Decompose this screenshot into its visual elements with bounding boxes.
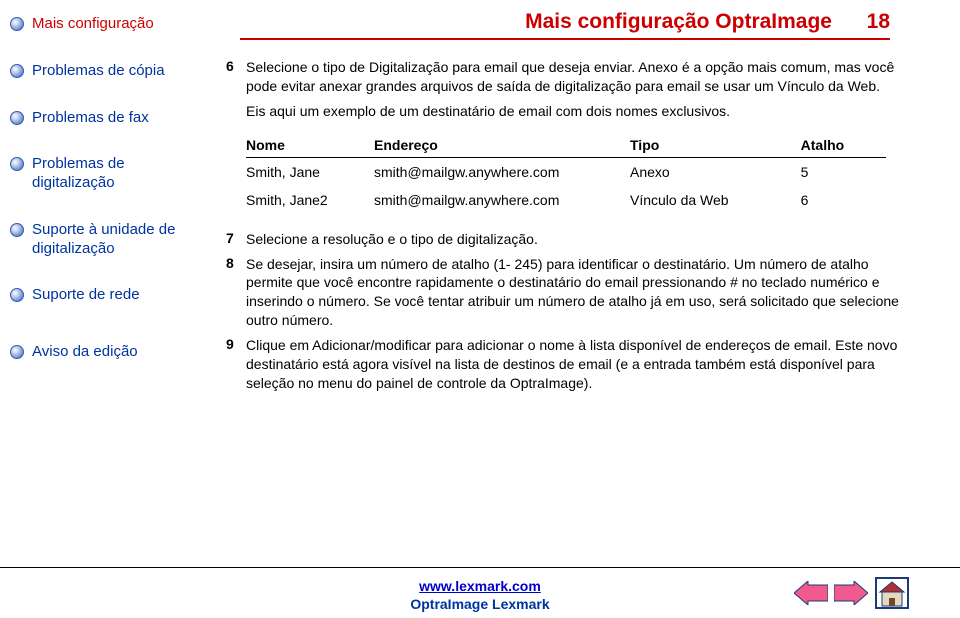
step-text: Selecione o tipo de Digitalização para e… [246, 58, 900, 96]
page-header: Mais configuração OptraImage 18 [240, 10, 890, 40]
sidebar-item-label: Mais configuração [32, 15, 154, 34]
bullet-icon [10, 17, 24, 31]
cell-nome: Smith, Jane [246, 157, 374, 186]
home-icon [874, 576, 910, 610]
cell-atalho: 6 [801, 186, 886, 214]
bullet-icon [10, 223, 24, 237]
sidebar-item-label: Aviso da edição [32, 343, 138, 362]
footer-brand: OptraImage Lexmark [410, 596, 549, 612]
sidebar-item-label: Suporte à unidade de digitalização [32, 221, 190, 259]
step-text: Selecione a resolução e o tipo de digita… [246, 230, 538, 249]
page-title: Mais configuração OptraImage [525, 10, 832, 34]
sidebar-item-label: Suporte de rede [32, 286, 140, 305]
step-7: 7 Selecione a resolução e o tipo de digi… [226, 230, 900, 249]
arrow-right-icon [834, 581, 868, 605]
col-nome: Nome [246, 133, 374, 158]
sidebar-item-problemas-digitalizacao[interactable]: Problemas de digitalização [10, 155, 190, 193]
sidebar-item-suporte-rede[interactable]: Suporte de rede [10, 286, 190, 305]
cell-nome: Smith, Jane2 [246, 186, 374, 214]
bullet-icon [10, 288, 24, 302]
sidebar-item-label: Problemas de cópia [32, 62, 165, 81]
table-row: Smith, Jane2 smith@mailgw.anywhere.com V… [246, 186, 886, 214]
table-row: Smith, Jane smith@mailgw.anywhere.com An… [246, 157, 886, 186]
sidebar: Mais configuração Problemas de cópia Pro… [10, 15, 190, 390]
step-number: 6 [226, 58, 246, 96]
cell-tipo: Anexo [630, 157, 801, 186]
sidebar-item-problemas-copia[interactable]: Problemas de cópia [10, 62, 190, 81]
col-tipo: Tipo [630, 133, 801, 158]
step-6-subtext: Eis aqui um exemplo de um destinatário d… [246, 102, 900, 121]
bullet-icon [10, 64, 24, 78]
sidebar-item-label: Problemas de fax [32, 109, 149, 128]
footer-center: www.lexmark.com OptraImage Lexmark [410, 578, 549, 612]
sidebar-item-label: Problemas de digitalização [32, 155, 190, 193]
cell-endereco: smith@mailgw.anywhere.com [374, 157, 630, 186]
page-number: 18 [850, 10, 890, 34]
step-text: Clique em Adicionar/modificar para adici… [246, 336, 900, 393]
main-content: Mais configuração OptraImage 18 6 Seleci… [220, 10, 940, 399]
step-text: Se desejar, insira um número de atalho (… [246, 255, 900, 331]
step-8: 8 Se desejar, insira um número de atalho… [226, 255, 900, 331]
prev-page-button[interactable] [794, 581, 828, 605]
step-number: 9 [226, 336, 246, 393]
step-6: 6 Selecione o tipo de Digitalização para… [226, 58, 900, 96]
footer-nav-icons [794, 576, 910, 610]
sidebar-item-problemas-fax[interactable]: Problemas de fax [10, 109, 190, 128]
cell-endereco: smith@mailgw.anywhere.com [374, 186, 630, 214]
sidebar-item-mais-configuracao[interactable]: Mais configuração [10, 15, 190, 34]
example-table: Nome Endereço Tipo Atalho Smith, Jane sm… [246, 133, 886, 214]
col-atalho: Atalho [801, 133, 886, 158]
bullet-icon [10, 157, 24, 171]
step-number: 8 [226, 255, 246, 331]
sidebar-item-aviso-edicao[interactable]: Aviso da edição [10, 343, 190, 362]
col-endereco: Endereço [374, 133, 630, 158]
cell-tipo: Vínculo da Web [630, 186, 801, 214]
sidebar-item-suporte-unidade[interactable]: Suporte à unidade de digitalização [10, 221, 190, 259]
arrow-left-icon [794, 581, 828, 605]
home-button[interactable] [874, 576, 910, 610]
content-body: 6 Selecione o tipo de Digitalização para… [220, 58, 900, 393]
step-9: 9 Clique em Adicionar/modificar para adi… [226, 336, 900, 393]
footer: www.lexmark.com OptraImage Lexmark [0, 567, 960, 618]
step-number: 7 [226, 230, 246, 249]
bullet-icon [10, 345, 24, 359]
footer-url-link[interactable]: www.lexmark.com [410, 578, 549, 594]
cell-atalho: 5 [801, 157, 886, 186]
next-page-button[interactable] [834, 581, 868, 605]
bullet-icon [10, 111, 24, 125]
